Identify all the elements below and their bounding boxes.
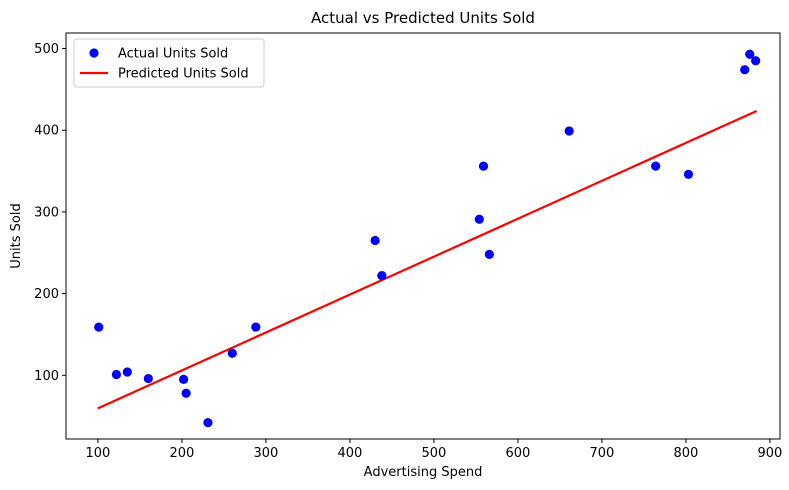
actual-point	[564, 126, 574, 136]
actual-point	[227, 348, 237, 358]
actual-point	[478, 161, 489, 171]
x-tick-label: 200	[170, 446, 195, 461]
actual-point	[111, 369, 121, 380]
x-tick-label: 100	[86, 446, 111, 461]
legend-label: Actual Units Sold	[118, 47, 228, 62]
actual-point	[751, 56, 761, 66]
actual-point	[122, 367, 132, 377]
y-axis: 100 200 300 400 500	[34, 42, 66, 384]
actual-point	[370, 235, 380, 246]
actual-point	[181, 388, 191, 398]
x-tick-label: 700	[590, 446, 615, 461]
actual-point	[484, 249, 494, 259]
y-tick-label: 200	[34, 287, 59, 302]
actual-point	[143, 373, 153, 384]
actual-point	[740, 65, 750, 75]
x-tick-label: 500	[422, 446, 447, 461]
actual-point	[651, 161, 661, 171]
actual-point	[203, 418, 213, 428]
x-axis-label: Advertising Spend	[364, 465, 483, 480]
x-tick-label: 400	[338, 446, 363, 461]
actual-point	[474, 214, 484, 224]
x-axis: 100 200 300 400 500 600 700 800 900	[86, 439, 783, 461]
predicted-line	[97, 109, 758, 410]
y-axis-label: Units Sold	[9, 203, 24, 268]
legend-label: Predicted Units Sold	[118, 67, 249, 82]
actual-point	[683, 169, 694, 179]
legend-marker-actual	[89, 48, 99, 58]
x-tick-label: 900	[758, 446, 783, 461]
x-tick-label: 800	[674, 446, 699, 461]
plot-frame	[65, 32, 781, 440]
y-tick-label: 300	[34, 205, 59, 220]
x-tick-label: 300	[254, 446, 279, 461]
actual-point	[745, 49, 755, 59]
actual-point	[251, 322, 261, 332]
y-tick-label: 100	[34, 369, 59, 384]
y-tick-label: 500	[34, 42, 59, 57]
plot-background	[66, 33, 780, 439]
plot-area	[66, 33, 780, 439]
y-tick-label: 400	[34, 124, 59, 139]
legend: Actual Units Sold Predicted Units Sold	[73, 38, 265, 88]
x-tick-label: 600	[506, 446, 531, 461]
actual-point	[94, 322, 104, 332]
actual-point	[377, 271, 387, 281]
legend-box	[73, 38, 265, 88]
actual-point	[179, 374, 189, 384]
chart-title: Actual vs Predicted Units Sold	[311, 9, 535, 27]
data-layer	[94, 49, 761, 428]
